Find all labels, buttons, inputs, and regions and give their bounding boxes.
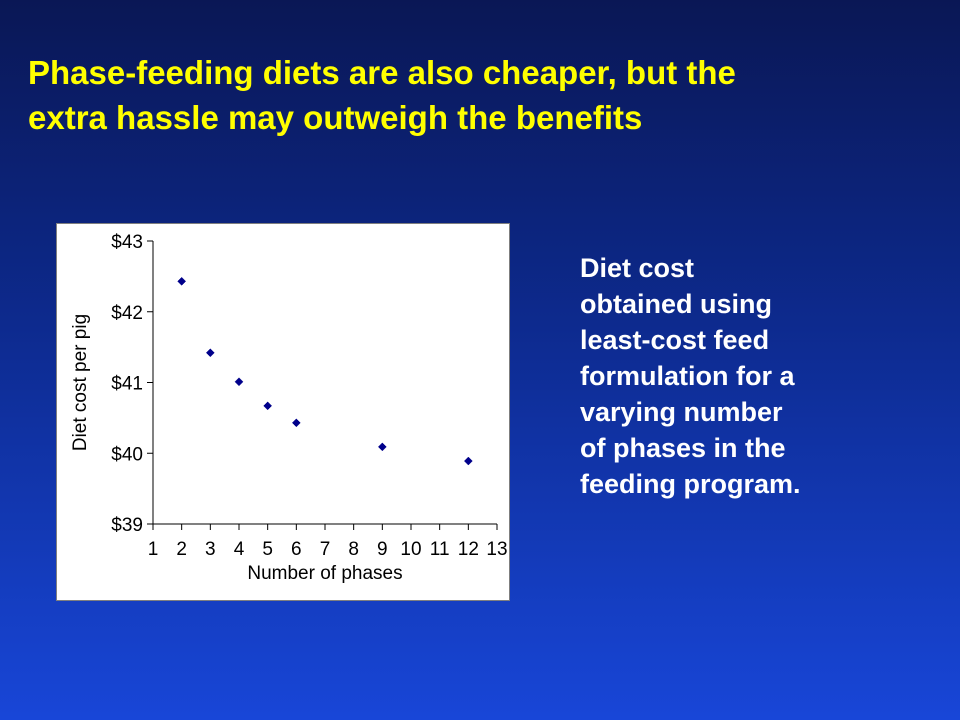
y-tick-label: $40: [111, 444, 143, 465]
data-point: [463, 456, 473, 466]
slide-title-line: Phase-feeding diets are also cheaper, bu…: [28, 54, 736, 91]
x-tick-label: 1: [148, 539, 159, 560]
x-tick-label: 11: [430, 539, 450, 560]
y-tick-labels: $39 $40 $41 $42 $43: [111, 232, 143, 536]
x-tick-label: 12: [458, 539, 479, 560]
x-tick-label: 10: [400, 539, 421, 560]
x-tick-label: 7: [320, 539, 331, 560]
chart-canvas: $39$40$41$42$43 1 2 3 4 5 6 7 8 9 10 11 12 13 Number…: [70, 232, 508, 584]
x-tick-label: 5: [262, 539, 273, 560]
caption-line: obtained using: [580, 289, 772, 319]
x-tick-label: 3: [205, 539, 216, 560]
scatter-chart: $39 $40 $41 $42 $43 1 2 3 4 5 6 7 8 9 10 11 12 13 Number…: [56, 223, 510, 601]
chart-caption: Diet cost obtained using least-cost feed…: [580, 250, 900, 502]
data-point: [263, 401, 273, 411]
x-tick-label: 6: [291, 539, 302, 560]
caption-line: Diet cost: [580, 253, 695, 283]
caption-line: varying number: [580, 397, 783, 427]
x-tick-label: 2: [176, 539, 187, 560]
caption-line: least-cost feed: [580, 325, 770, 355]
data-point: [291, 418, 301, 428]
chart-axes: [147, 240, 498, 530]
y-tick-label: $39: [111, 515, 143, 536]
caption-line: of phases in the: [580, 433, 786, 463]
x-tick-label: 9: [377, 539, 388, 560]
slide-title-line: extra hassle may outweigh the benefits: [28, 99, 643, 136]
x-tick-label: 8: [348, 539, 359, 560]
y-tick-label: $41: [111, 374, 143, 395]
x-tick-label: 4: [234, 539, 245, 560]
x-tick-label: 13: [486, 539, 507, 560]
y-axis-title: Diet cost per pig: [70, 314, 91, 451]
data-point: [177, 276, 187, 286]
y-tick-label: $43: [111, 232, 143, 253]
data-point: [205, 348, 215, 358]
data-point: [234, 377, 244, 387]
data-points: [177, 276, 473, 466]
data-point: [377, 442, 387, 452]
caption-line: formulation for a: [580, 361, 795, 391]
x-axis-title: Number of phases: [247, 563, 402, 584]
x-tick-labels: 1 2 3 4 5 6 7 8 9 10 11 12 13: [148, 539, 508, 560]
slide-title: Phase-feeding diets are also cheaper, bu…: [28, 50, 948, 140]
y-tick-label: $42: [111, 303, 143, 324]
caption-line: feeding program.: [580, 469, 801, 499]
